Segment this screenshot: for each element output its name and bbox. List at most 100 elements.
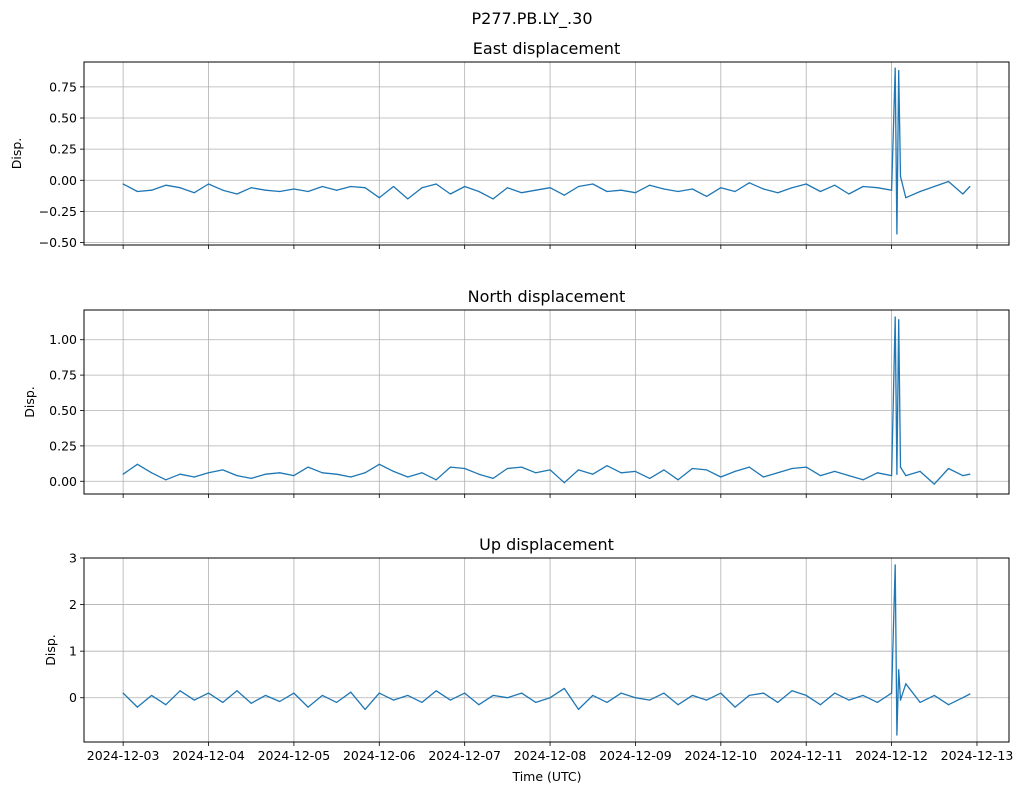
data-point bbox=[663, 188, 665, 190]
data-point bbox=[691, 467, 693, 470]
data-point bbox=[321, 472, 323, 474]
data-point bbox=[577, 469, 580, 471]
data-point bbox=[649, 699, 651, 701]
data-point bbox=[848, 699, 850, 701]
data-point bbox=[449, 193, 452, 195]
data-point bbox=[896, 473, 898, 475]
data-point bbox=[549, 697, 551, 699]
data-point bbox=[894, 67, 896, 69]
panel-title: East displacement bbox=[473, 39, 620, 58]
x-tick-label: 2024-12-12 bbox=[855, 748, 928, 763]
data-point bbox=[919, 470, 921, 472]
data-point bbox=[179, 187, 181, 189]
data-point bbox=[250, 702, 252, 704]
data-point bbox=[478, 473, 480, 475]
data-point bbox=[606, 190, 608, 193]
data-point bbox=[898, 669, 900, 671]
data-point bbox=[335, 189, 338, 191]
data-point bbox=[819, 190, 822, 193]
data-point bbox=[150, 472, 153, 474]
data-point bbox=[620, 472, 622, 474]
data-point bbox=[805, 466, 807, 468]
data-point bbox=[279, 700, 281, 703]
data-point bbox=[520, 192, 523, 194]
data-point bbox=[421, 701, 423, 704]
y-tick-label: 0.25 bbox=[49, 438, 77, 453]
y-tick-label: 0 bbox=[69, 690, 77, 705]
data-point bbox=[962, 193, 964, 195]
data-point bbox=[734, 470, 736, 472]
data-point bbox=[848, 193, 850, 195]
data-point bbox=[905, 197, 907, 199]
data-point bbox=[677, 704, 679, 706]
data-point bbox=[506, 697, 508, 699]
data-point bbox=[890, 189, 893, 191]
y-tick-label: 0.75 bbox=[49, 79, 77, 94]
data-point bbox=[862, 185, 864, 188]
data-point bbox=[896, 734, 898, 736]
data-point bbox=[748, 466, 750, 468]
x-tick-label: 2024-12-09 bbox=[599, 748, 672, 763]
data-point bbox=[179, 690, 181, 692]
x-tick-label: 2024-12-13 bbox=[941, 748, 1014, 763]
data-point bbox=[122, 692, 124, 694]
axes-frame bbox=[83, 309, 1010, 495]
data-point bbox=[122, 473, 124, 475]
data-point bbox=[165, 479, 167, 481]
y-axis-label: Disp. bbox=[9, 138, 24, 170]
data-point bbox=[378, 463, 380, 465]
data-point bbox=[293, 692, 295, 694]
data-point bbox=[193, 699, 195, 701]
data-point bbox=[236, 475, 238, 477]
data-point bbox=[876, 472, 878, 474]
panel-title: Up displacement bbox=[479, 535, 614, 554]
data-point bbox=[805, 183, 807, 185]
y-tick-label: 0.75 bbox=[49, 368, 77, 383]
data-point bbox=[748, 694, 750, 697]
data-point bbox=[791, 187, 793, 189]
data-point bbox=[250, 477, 252, 480]
data-point bbox=[421, 187, 423, 189]
y-tick-label: 0.25 bbox=[49, 142, 77, 157]
figure-suptitle: P277.PB.LY_.30 bbox=[472, 9, 593, 29]
data-point bbox=[435, 183, 437, 185]
data-point bbox=[805, 694, 807, 697]
data-point bbox=[691, 188, 693, 190]
panel-2: 0.00 0.25 0.50 0.75 1.00 North displacement Di… bbox=[22, 287, 1010, 498]
data-point bbox=[734, 706, 736, 708]
data-point bbox=[293, 475, 295, 477]
data-point bbox=[777, 472, 779, 474]
data-point bbox=[222, 701, 224, 704]
data-point bbox=[894, 316, 896, 318]
data-point bbox=[520, 692, 523, 694]
data-point bbox=[919, 190, 921, 193]
panel-1: −0.50 −0.25 0.00 0.25 0.50 0.75 East displacem… bbox=[9, 39, 1010, 250]
y-tick-label: 0.00 bbox=[49, 474, 77, 489]
data-point bbox=[791, 467, 793, 470]
data-point bbox=[449, 699, 452, 701]
data-point bbox=[834, 692, 836, 694]
data-point bbox=[819, 475, 822, 477]
data-point bbox=[592, 183, 594, 185]
data-point bbox=[947, 180, 950, 183]
data-point bbox=[620, 692, 622, 694]
data-point bbox=[905, 475, 907, 477]
data-point bbox=[969, 473, 971, 475]
data-point bbox=[933, 694, 935, 697]
data-point bbox=[606, 701, 608, 704]
data-point bbox=[179, 473, 181, 475]
axes-frame bbox=[83, 557, 1010, 743]
data-point bbox=[634, 192, 637, 194]
data-point bbox=[563, 194, 565, 196]
data-point bbox=[464, 467, 466, 470]
data-point bbox=[350, 185, 352, 188]
x-axis-label: Time (UTC) bbox=[511, 769, 581, 784]
y-tick-label: 1.00 bbox=[49, 332, 77, 347]
data-point bbox=[392, 699, 395, 701]
data-point bbox=[307, 190, 309, 193]
data-point bbox=[492, 198, 494, 200]
data-point bbox=[535, 189, 537, 191]
data-point bbox=[969, 693, 971, 695]
x-tick-label: 2024-12-06 bbox=[343, 748, 416, 763]
data-point bbox=[150, 189, 153, 191]
